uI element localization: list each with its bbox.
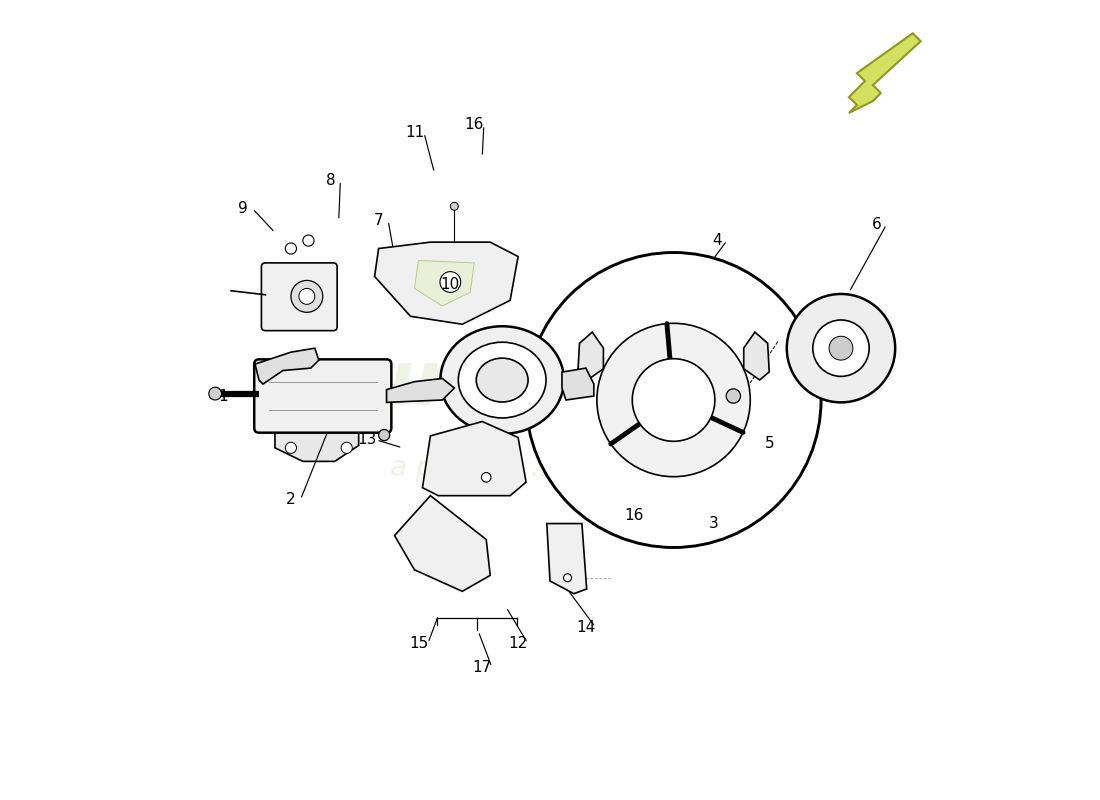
Polygon shape	[255, 348, 319, 384]
Circle shape	[482, 473, 491, 482]
Polygon shape	[744, 332, 769, 380]
Polygon shape	[386, 378, 454, 402]
Polygon shape	[578, 332, 604, 380]
Circle shape	[299, 288, 315, 304]
Ellipse shape	[459, 342, 546, 418]
Text: 3: 3	[708, 516, 718, 531]
Text: 11: 11	[405, 126, 425, 141]
Circle shape	[341, 442, 352, 454]
Text: 12: 12	[508, 636, 528, 650]
Circle shape	[563, 574, 572, 582]
Polygon shape	[415, 261, 474, 306]
Polygon shape	[422, 422, 526, 496]
Circle shape	[632, 358, 715, 442]
Circle shape	[450, 202, 459, 210]
Circle shape	[526, 253, 821, 547]
Circle shape	[597, 323, 750, 477]
Circle shape	[786, 294, 895, 402]
Text: 13: 13	[358, 432, 376, 447]
Polygon shape	[562, 368, 594, 400]
Text: a passion... since 1983: a passion... since 1983	[390, 454, 710, 482]
Circle shape	[726, 389, 740, 403]
Polygon shape	[849, 34, 921, 113]
Text: 1: 1	[218, 389, 228, 403]
Text: 5: 5	[764, 436, 774, 451]
Text: 10: 10	[441, 277, 460, 292]
FancyBboxPatch shape	[262, 263, 337, 330]
Ellipse shape	[440, 326, 564, 434]
Polygon shape	[275, 428, 359, 462]
Text: eurospares: eurospares	[309, 347, 791, 421]
Circle shape	[290, 281, 322, 312]
Text: 16: 16	[464, 118, 484, 133]
Text: 8: 8	[326, 174, 336, 188]
Text: 7: 7	[374, 213, 384, 228]
Polygon shape	[395, 496, 491, 591]
Text: 16: 16	[624, 508, 644, 523]
Text: 2: 2	[286, 492, 296, 507]
Circle shape	[285, 442, 297, 454]
Circle shape	[378, 430, 389, 441]
Text: 15: 15	[409, 636, 428, 650]
FancyBboxPatch shape	[254, 359, 392, 433]
Polygon shape	[547, 523, 586, 594]
Circle shape	[813, 320, 869, 376]
Circle shape	[302, 235, 313, 246]
Circle shape	[829, 336, 852, 360]
Text: 4: 4	[713, 233, 723, 248]
Text: 6: 6	[872, 217, 882, 232]
Polygon shape	[375, 242, 518, 324]
Ellipse shape	[476, 358, 528, 402]
Text: 9: 9	[239, 201, 248, 216]
Text: 17: 17	[473, 659, 492, 674]
Text: 14: 14	[576, 620, 595, 634]
Circle shape	[209, 387, 221, 400]
Circle shape	[285, 243, 297, 254]
Circle shape	[440, 272, 461, 292]
